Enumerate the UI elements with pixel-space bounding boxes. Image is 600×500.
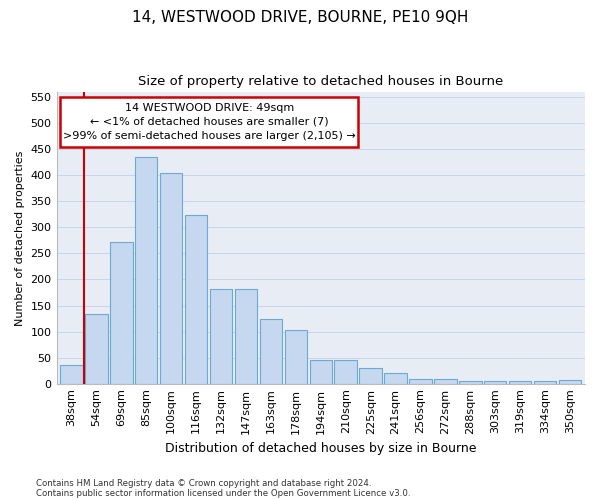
Bar bbox=[484, 381, 506, 384]
Title: Size of property relative to detached houses in Bourne: Size of property relative to detached ho… bbox=[138, 75, 503, 88]
Bar bbox=[160, 172, 182, 384]
Bar bbox=[85, 314, 107, 384]
Bar bbox=[459, 381, 482, 384]
Bar bbox=[534, 381, 556, 384]
Text: Contains HM Land Registry data © Crown copyright and database right 2024.: Contains HM Land Registry data © Crown c… bbox=[36, 478, 371, 488]
Bar bbox=[409, 379, 431, 384]
Text: 14, WESTWOOD DRIVE, BOURNE, PE10 9QH: 14, WESTWOOD DRIVE, BOURNE, PE10 9QH bbox=[132, 10, 468, 25]
Bar bbox=[60, 366, 83, 384]
Text: 14 WESTWOOD DRIVE: 49sqm: 14 WESTWOOD DRIVE: 49sqm bbox=[125, 103, 294, 113]
Bar bbox=[260, 319, 282, 384]
Bar bbox=[185, 216, 208, 384]
Text: >99% of semi-detached houses are larger (2,105) →: >99% of semi-detached houses are larger … bbox=[63, 131, 356, 141]
Y-axis label: Number of detached properties: Number of detached properties bbox=[15, 150, 25, 326]
Bar bbox=[210, 290, 232, 384]
Bar bbox=[110, 242, 133, 384]
FancyBboxPatch shape bbox=[60, 97, 358, 146]
Bar bbox=[359, 368, 382, 384]
X-axis label: Distribution of detached houses by size in Bourne: Distribution of detached houses by size … bbox=[165, 442, 476, 455]
Bar bbox=[310, 360, 332, 384]
Bar bbox=[509, 381, 532, 384]
Bar bbox=[334, 360, 357, 384]
Bar bbox=[235, 290, 257, 384]
Text: Contains public sector information licensed under the Open Government Licence v3: Contains public sector information licen… bbox=[36, 488, 410, 498]
Text: ← <1% of detached houses are smaller (7): ← <1% of detached houses are smaller (7) bbox=[90, 117, 329, 127]
Bar bbox=[434, 379, 457, 384]
Bar bbox=[559, 380, 581, 384]
Bar bbox=[284, 330, 307, 384]
Bar bbox=[135, 157, 157, 384]
Bar bbox=[385, 374, 407, 384]
